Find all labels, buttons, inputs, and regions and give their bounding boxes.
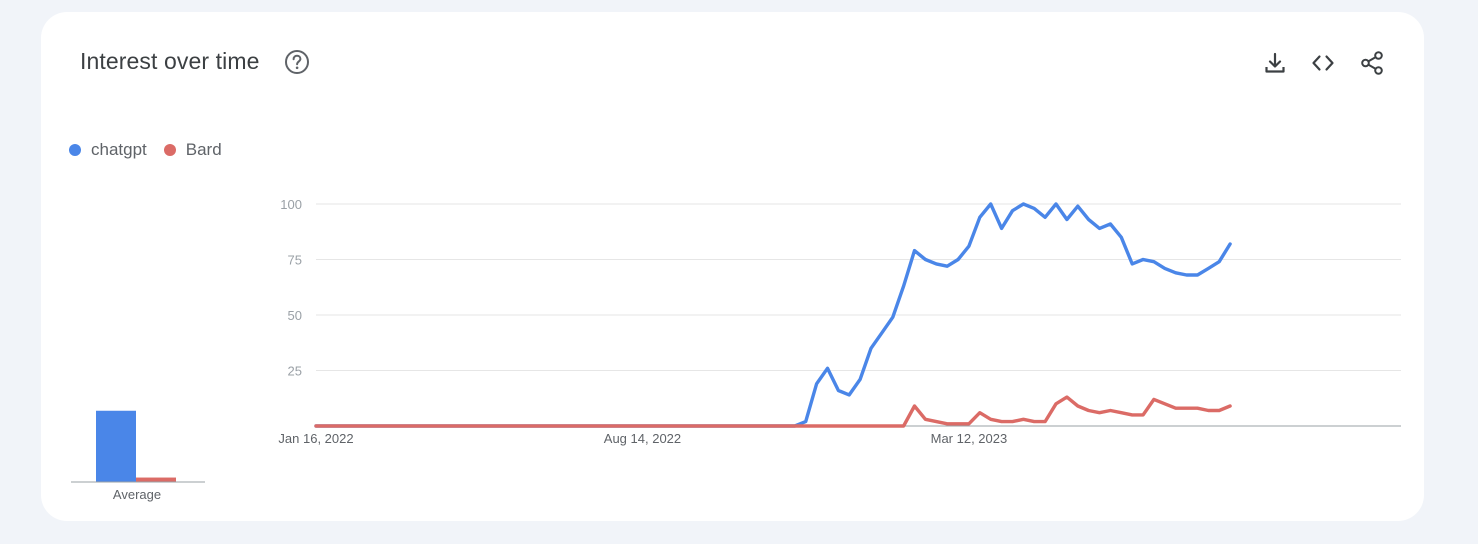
widget-title: Interest over time xyxy=(80,48,260,74)
y-tick-label: 25 xyxy=(288,364,302,379)
average-bar-bard[interactable] xyxy=(136,477,176,482)
average-bar-chart: Average xyxy=(71,410,205,502)
interest-over-time-card: Interest over time chatgpt Bard Average … xyxy=(41,12,1424,521)
y-tick-label: 50 xyxy=(288,308,302,323)
legend-label-chatgpt: chatgpt xyxy=(91,140,147,159)
legend-dot-bard xyxy=(163,144,176,156)
chart-legend: chatgpt Bard xyxy=(69,140,239,160)
download-icon[interactable] xyxy=(1262,50,1288,76)
x-tick-label: Mar 12, 2023 xyxy=(931,431,1008,446)
series-line-bard[interactable] xyxy=(314,395,1232,428)
legend-item-bard[interactable]: Bard xyxy=(163,140,222,160)
average-label: Average xyxy=(113,487,161,502)
legend-dot-chatgpt xyxy=(69,144,81,156)
x-tick-label: Aug 14, 2022 xyxy=(604,431,681,446)
interest-line-chart: 25 50 75 100 Jan 16, 2022 Aug 14, 2022 Mar 12,… xyxy=(278,197,1401,446)
legend-item-chatgpt[interactable]: chatgpt xyxy=(69,140,147,160)
y-tick-label: 100 xyxy=(280,197,302,212)
legend-label-bard: Bard xyxy=(185,140,222,159)
embed-code-icon[interactable] xyxy=(1310,50,1336,76)
y-tick-label: 75 xyxy=(288,253,302,268)
share-icon[interactable] xyxy=(1359,50,1385,76)
x-tick-label: Jan 16, 2022 xyxy=(278,431,353,446)
series-line-chatgpt[interactable] xyxy=(314,202,1232,428)
average-bar-chatgpt[interactable] xyxy=(96,410,136,482)
help-circle-icon[interactable] xyxy=(284,49,310,75)
